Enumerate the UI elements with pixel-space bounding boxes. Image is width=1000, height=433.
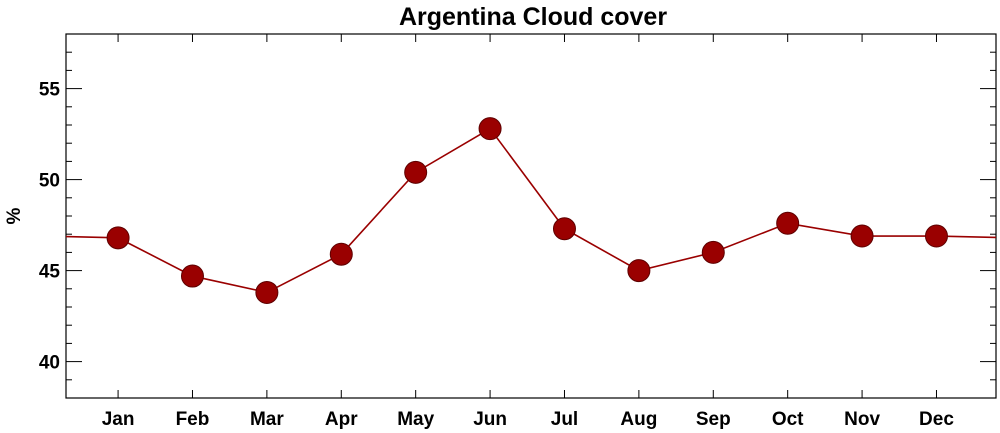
y-axis-label: % [4, 207, 25, 224]
y-tick-label: 40 [39, 353, 60, 374]
x-tick-label: Dec [919, 409, 954, 430]
data-point-dec [924, 224, 948, 248]
data-point-jun [478, 117, 502, 141]
x-tick-label: Apr [325, 409, 358, 430]
data-point-sep [701, 240, 725, 264]
series-markers [106, 117, 948, 304]
data-point-may [404, 160, 428, 184]
x-tick-label: May [397, 409, 434, 430]
data-point-jul [552, 217, 576, 241]
x-tick-label: Mar [250, 409, 284, 430]
y-tick-label: 55 [39, 80, 61, 101]
data-point-feb [180, 264, 204, 288]
y-tick-label: 45 [39, 262, 61, 283]
x-tick-label: Feb [176, 409, 210, 430]
x-tick-label: Jun [473, 409, 507, 430]
y-tick-label: 50 [39, 171, 60, 192]
x-tick-label: Aug [620, 409, 657, 430]
x-tick-label: Jan [102, 409, 135, 430]
chart-title: Argentina Cloud cover [399, 3, 667, 31]
data-point-nov [850, 224, 874, 248]
data-point-apr [329, 242, 353, 266]
data-point-jan [106, 226, 130, 250]
y-axis: 40 45 50 55 [39, 33, 996, 399]
data-point-aug [627, 259, 651, 283]
data-point-mar [255, 280, 279, 304]
x-tick-label: Oct [772, 409, 804, 430]
x-tick-label: Sep [696, 409, 731, 430]
plot-frame [65, 33, 997, 399]
data-point-oct [776, 211, 800, 235]
x-tick-label: Jul [551, 409, 578, 430]
series-line [65, 127, 997, 294]
x-tick-label: Nov [844, 409, 880, 430]
x-axis: Jan Feb Mar Apr May Jun Jul Aug Sep Oct Nov Dec [102, 34, 954, 430]
